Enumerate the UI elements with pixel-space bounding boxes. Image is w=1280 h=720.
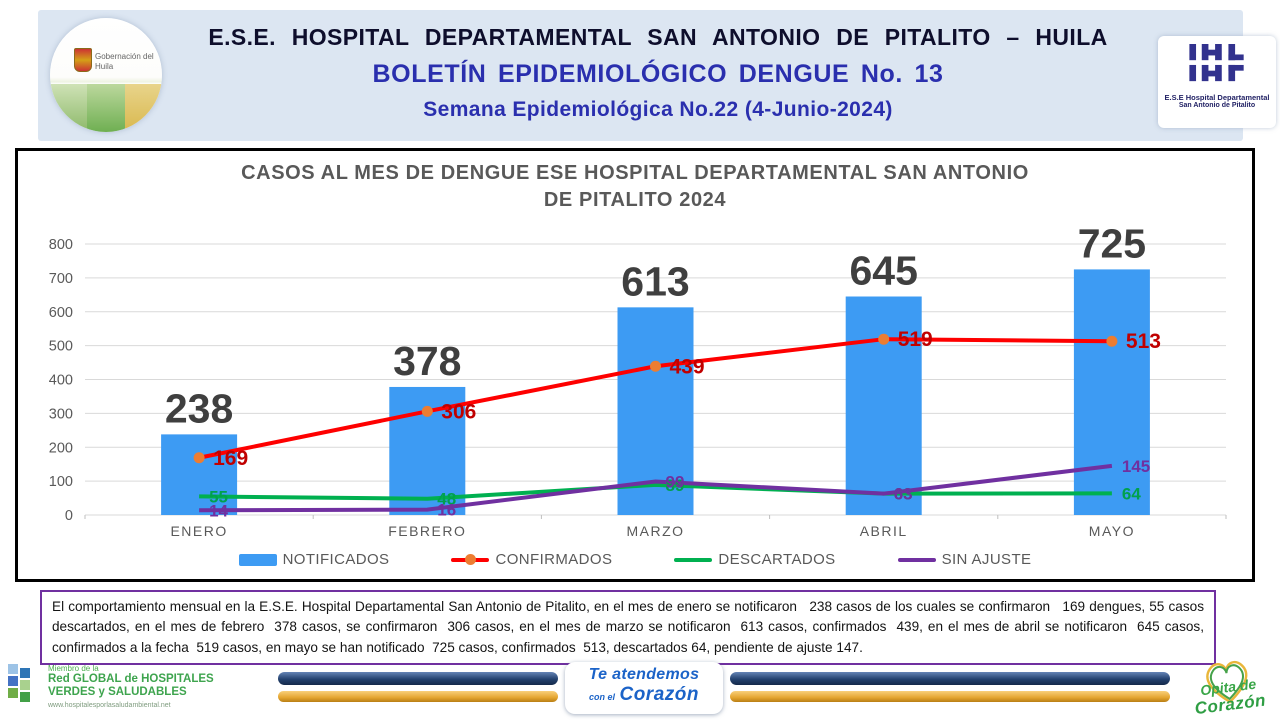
legend-item-descartados: DESCARTADOS (674, 551, 835, 568)
x-category-label: ENERO (170, 523, 227, 539)
point-label-sin-ajuste: 16 (437, 501, 456, 520)
point-label-confirmados: 519 (898, 328, 933, 351)
gobernacion-caption: Gobernación del Huila (95, 52, 154, 71)
x-category-label: MARZO (626, 523, 684, 539)
footer-bars-left (278, 672, 558, 702)
header-banner: Gobernación del Huila E.S.E. HOSPITAL DE… (38, 10, 1276, 141)
y-tick-label: 300 (49, 406, 73, 422)
notificados-swatch-icon (238, 553, 277, 566)
point-label-descartados: 55 (209, 487, 228, 506)
network-url: www.hospitalesporlasaludambiental.net (48, 701, 171, 709)
confirmados-marker (650, 360, 661, 372)
sin-ajuste-swatch-icon (897, 557, 936, 562)
legend-item-confirmados: CONFIRMADOS (451, 551, 612, 568)
header-titles: E.S.E. HOSPITAL DEPARTAMENTAL SAN ANTONI… (168, 18, 1148, 122)
point-label-sin-ajuste: 145 (1122, 457, 1150, 476)
footer: Miembro de la Red GLOBAL de HOSPITALES V… (0, 660, 1280, 718)
epi-week-title: Semana Epidemiológica No.22 (4-Junio-202… (423, 98, 893, 121)
green-squares-icon (8, 664, 30, 702)
network-line2: Red GLOBAL de HOSPITALES (48, 673, 214, 686)
confirmados-marker (421, 405, 433, 417)
bulletin-title: BOLETÍN EPIDEMIOLÓGICO DENGUE No. 13 (372, 60, 944, 88)
point-label-descartados: 64 (1122, 484, 1141, 503)
bar-value-label: 613 (621, 258, 689, 304)
navy-bar (730, 672, 1170, 685)
ihf-mark-icon (1189, 44, 1244, 82)
network-line1: Miembro de la (48, 664, 99, 673)
y-tick-label: 500 (49, 339, 73, 355)
point-label-confirmados: 439 (670, 355, 705, 378)
y-tick-label: 400 (49, 373, 73, 389)
confirmados-marker (1106, 335, 1118, 347)
gobernacion-huila-logo: Gobernación del Huila (50, 18, 162, 132)
hospital-ihf-logo: E.S.E Hospital Departamental San Antonio… (1158, 36, 1276, 128)
line-descartados (199, 482, 1112, 501)
hospital-caption: E.S.E Hospital Departamental (1164, 93, 1270, 102)
y-tick-label: 100 (49, 474, 73, 490)
chart-legend: NOTIFICADOS CONFIRMADOS DESCARTADOS SIN … (18, 551, 1252, 568)
huila-crest-icon (74, 48, 92, 72)
x-category-label: FEBRERO (388, 523, 466, 539)
point-label-confirmados: 513 (1126, 330, 1161, 353)
footer-bars-right (730, 672, 1170, 702)
y-tick-label: 0 (65, 508, 73, 524)
confirmados-swatch-icon (451, 554, 490, 565)
summary-text: El comportamiento mensual en la E.S.E. H… (52, 599, 1208, 655)
slogan-line3: Corazón (619, 684, 699, 705)
slogan-badge: Te atendemos con el Corazón (565, 662, 723, 714)
gold-bar (278, 691, 558, 702)
bar-value-label: 645 (849, 248, 917, 294)
bar-abril (845, 296, 922, 515)
confirmados-marker (878, 333, 890, 345)
slogan-line2: con el (589, 692, 616, 702)
bar-value-label: 238 (165, 385, 233, 431)
legend-item-notificados: NOTIFICADOS (238, 551, 390, 568)
legend-item-sin-ajuste: SIN AJUSTE (897, 551, 1032, 568)
descartados-swatch-icon (674, 557, 713, 562)
point-label-confirmados: 169 (213, 447, 248, 470)
x-category-label: ABRIL (860, 523, 908, 539)
point-label-confirmados: 306 (441, 400, 476, 423)
point-label-sin-ajuste: 99 (666, 472, 685, 491)
green-hospitals-logo: Miembro de la Red GLOBAL de HOSPITALES V… (8, 664, 214, 710)
point-label-descartados: 48 (437, 490, 456, 509)
logo-stripes (50, 84, 162, 132)
summary-box: El comportamiento mensual en la E.S.E. H… (40, 590, 1216, 666)
y-tick-label: 700 (49, 271, 73, 287)
slogan-line1: Te atendemos (588, 666, 700, 683)
gold-bar (730, 691, 1170, 702)
hospital-caption-2: San Antonio de Pitalito (1178, 102, 1256, 109)
point-label-descartados: 89 (666, 476, 685, 495)
line-sin-ajuste (199, 463, 1113, 513)
x-category-label: MAYO (1089, 523, 1135, 539)
chart-title: CASOS AL MES DE DENGUE ESE HOSPITAL DEPA… (241, 162, 1029, 211)
point-label-descartados: 63 (894, 485, 913, 504)
org-title: E.S.E. HOSPITAL DEPARTAMENTAL SAN ANTONI… (208, 24, 1108, 50)
y-tick-label: 200 (49, 440, 73, 456)
point-label-sin-ajuste: 63 (894, 485, 913, 504)
network-line3: VERDES y SALUDABLES (48, 686, 187, 699)
opita-corazon-logo: Opita de Corazón (1180, 651, 1277, 720)
dengue-combo-chart: 0 100 200 300 400 500 600 700 800 238 ENERO 378 FEBR… (49, 220, 1227, 539)
point-label-sin-ajuste: 14 (209, 501, 228, 520)
y-tick-label: 600 (49, 305, 73, 321)
y-tick-label: 800 (49, 237, 73, 253)
navy-bar (278, 672, 558, 685)
bar-enero (161, 434, 238, 515)
bar-value-label: 725 (1078, 220, 1146, 266)
chart-panel: CASOS AL MES DE DENGUE ESE HOSPITAL DEPA… (15, 148, 1255, 582)
bar-mayo (1073, 269, 1150, 515)
heart-outline-icon (1206, 661, 1248, 704)
bar-value-label: 378 (393, 338, 461, 384)
confirmados-marker (193, 452, 205, 464)
